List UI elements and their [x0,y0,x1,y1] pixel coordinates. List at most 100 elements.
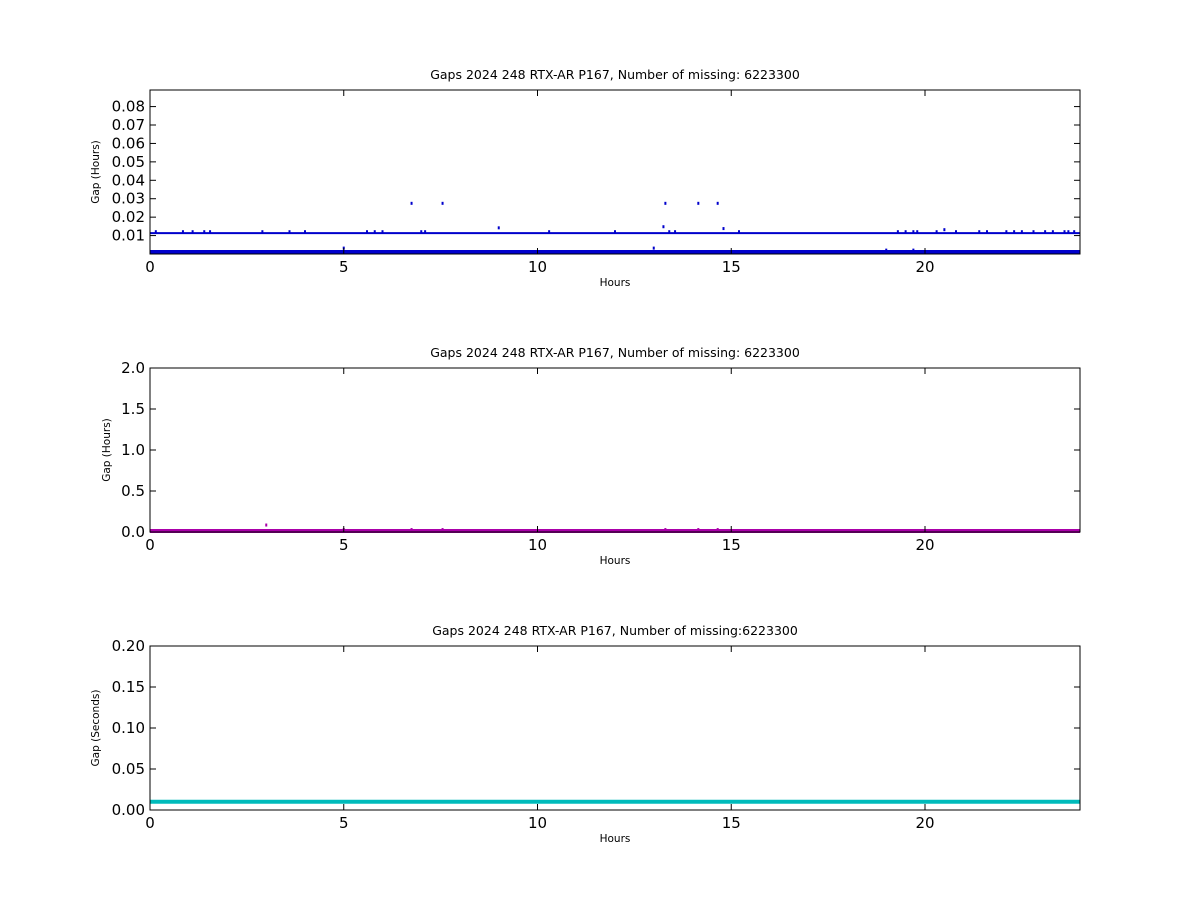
data-point [1013,230,1016,234]
data-point [738,230,740,234]
x-tick-label: 5 [339,258,349,276]
x-tick-label: 0 [145,814,155,832]
data-point [1020,230,1023,234]
y-tick-label: 0.00 [112,801,145,819]
data-point [955,230,957,234]
y-tick-label: 0.05 [112,153,145,171]
data-point [896,230,899,234]
data-point [410,528,413,532]
chart-panel-1: Gaps 2024 248 RTX-AR P167, Number of mis… [90,67,1081,289]
data-point [497,226,500,230]
data-point [916,230,919,234]
data-point [652,246,655,250]
x-tick-label: 15 [722,814,741,832]
data-point [548,230,551,234]
data-point [209,230,212,234]
x-tick-label: 0 [145,258,155,276]
x-tick-label: 15 [722,536,741,554]
chart-title: Gaps 2024 248 RTX-AR P167, Number of mis… [430,345,800,360]
chart-panel-3: Gaps 2024 248 RTX-AR P167, Number of mis… [90,623,1081,845]
data-point [978,230,981,234]
x-axis-label: Hours [600,555,631,567]
plot-frame [149,367,1081,533]
y-tick-label: 0.04 [112,171,145,189]
x-tick-label: 15 [722,258,741,276]
y-tick-label: 0.06 [112,134,145,152]
data-point [662,225,665,229]
data-point [154,230,157,234]
data-point [986,230,988,234]
data-point [664,201,667,205]
data-point [722,227,725,231]
x-axis-label: Hours [600,833,631,845]
data-point [1063,230,1066,234]
x-axis-label: Hours [600,277,631,289]
x-tick-label: 20 [915,258,934,276]
x-tick-label: 5 [339,536,349,554]
data-point [366,230,368,234]
data-point [381,230,384,234]
data-point [265,523,268,527]
data-point [181,230,184,234]
data-point [373,230,376,234]
y-axis-label: Gap (Hours) [101,418,113,482]
data-point [288,230,291,234]
plot-frame [149,89,1081,255]
chart-title: Gaps 2024 248 RTX-AR P167, Number of mis… [430,67,800,82]
y-tick-label: 0.15 [112,678,145,696]
data-point [261,230,264,234]
y-axis-label: Gap (Seconds) [90,690,102,767]
x-tick-label: 5 [339,814,349,832]
data-point [697,528,700,532]
x-tick-label: 20 [915,536,934,554]
data-point [943,228,946,232]
y-tick-label: 0.05 [112,760,145,778]
y-tick-label: 1.0 [121,441,145,459]
plot-frame [149,645,1081,811]
data-point [1005,230,1008,234]
x-tick-label: 10 [528,536,547,554]
data-point [1067,230,1070,234]
chart-title: Gaps 2024 248 RTX-AR P167, Number of mis… [432,623,798,638]
data-point [424,230,427,234]
data-point [1073,230,1076,234]
y-tick-label: 1.5 [121,400,145,418]
y-tick-label: 0.20 [112,637,145,655]
data-point [904,230,907,234]
y-tick-label: 0.01 [112,227,145,245]
x-tick-label: 0 [145,536,155,554]
y-tick-label: 0.03 [112,190,145,208]
chart-panel-2: Gaps 2024 248 RTX-AR P167, Number of mis… [101,345,1081,567]
y-tick-label: 0.08 [112,98,145,116]
data-point [885,248,888,252]
data-point [716,201,719,205]
y-tick-label: 0.5 [121,482,145,500]
y-tick-label: 2.0 [121,359,145,377]
data-point [674,230,677,234]
data-point [441,201,444,205]
data-point [697,201,700,205]
y-tick-label: 0.07 [112,116,145,134]
data-point [664,528,667,532]
data-point [191,230,194,234]
y-axis-label: Gap (Hours) [90,140,102,204]
data-point [1051,230,1054,234]
y-tick-label: 0.0 [121,523,145,541]
data-point [410,201,413,205]
x-tick-label: 20 [915,814,934,832]
data-point [716,528,719,532]
data-point [203,230,206,234]
data-point [441,528,444,532]
data-point [1032,230,1035,234]
data-point [614,230,616,234]
data-point [935,230,938,234]
data-point [668,230,671,234]
data-point [1044,230,1047,234]
x-tick-label: 10 [528,258,547,276]
data-point [912,248,915,252]
y-tick-label: 0.10 [112,719,145,737]
data-point [912,230,915,234]
data-point [420,230,423,234]
data-point [304,230,306,234]
